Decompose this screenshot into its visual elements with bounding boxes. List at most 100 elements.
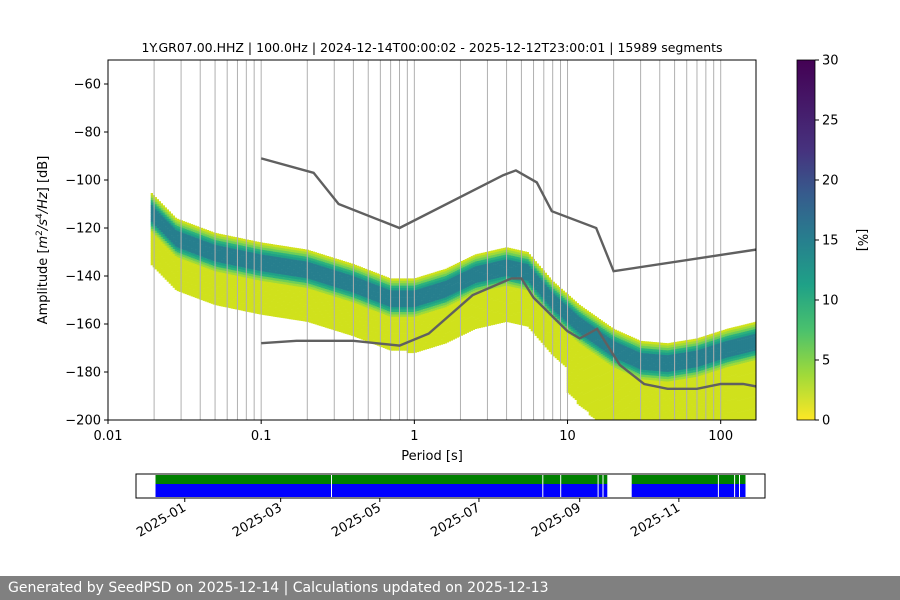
heatmap-cell [386,303,389,307]
heatmap-cell [170,280,173,284]
heatmap-cell [464,287,467,291]
heatmap-cell [174,251,177,254]
heatmap-cell [414,294,417,298]
heatmap-cell [238,297,241,301]
heatmap-cell [362,282,365,286]
heatmap-cell [246,297,249,300]
heatmap-cell [472,296,475,299]
heatmap-cell [310,253,313,257]
heatmap-cell [288,304,291,308]
heatmap-cell [402,290,405,294]
heatmap-cell [292,307,295,311]
heatmap-cell [226,259,229,263]
heatmap-cell [176,262,179,265]
heatmap-cell [350,304,353,307]
heatmap-cell [354,308,357,311]
heatmap-cell [408,338,411,342]
heatmap-cell [394,288,397,291]
heatmap-cell [350,316,353,319]
heatmap-cell [204,296,207,300]
heatmap-cell [378,305,381,309]
heatmap-cell [412,324,415,327]
heatmap-cell [300,270,303,273]
heatmap-cell [286,313,289,317]
heatmap-cell [464,290,467,293]
heatmap-cell [442,281,445,285]
heatmap-cell [448,281,451,284]
heatmap-cell [328,273,331,277]
heatmap-cell [308,279,311,282]
heatmap-cell [226,297,229,301]
heatmap-cell [336,266,339,269]
heatmap-cell [334,292,337,295]
heatmap-cell [206,239,209,243]
heatmap-cell [432,284,435,288]
heatmap-cell [188,240,191,243]
heatmap-cell [268,301,271,304]
heatmap-cell [272,292,275,296]
heatmap-cell [392,319,395,322]
heatmap-cell [394,338,397,342]
heatmap-cell [444,290,447,294]
heatmap-cell [320,280,323,284]
heatmap-cell [348,325,351,328]
heatmap-cell [192,260,195,264]
heatmap-cell [346,283,349,287]
heatmap-cell [260,312,263,315]
heatmap-cell [178,231,181,235]
heatmap-cell [356,270,359,274]
heatmap-cell [280,269,283,273]
heatmap-cell [390,288,393,291]
heatmap-cell [388,345,391,348]
heatmap-cell [346,329,349,333]
heatmap-cell [276,307,279,311]
heatmap-cell [182,285,185,289]
heatmap-cell [396,292,399,296]
heatmap-cell [256,277,259,281]
heatmap-cell [226,290,229,294]
heatmap-cell [242,260,245,264]
heatmap-cell [380,284,383,288]
heatmap-cell [164,245,167,249]
heatmap-cell [326,325,329,329]
heatmap-cell [420,314,423,318]
heatmap-cell [378,279,381,282]
heatmap-cell [310,303,313,307]
heatmap-cell [324,265,327,268]
heatmap-cell [222,261,225,264]
heatmap-cell [356,328,359,331]
heatmap-cell [154,201,157,205]
heatmap-cell [476,301,479,305]
heatmap-cell [344,312,347,315]
heatmap-cell [290,302,293,306]
heatmap-cell [382,314,385,317]
heatmap-cell [458,317,461,320]
heatmap-cell [400,331,403,334]
heatmap-cell [342,292,345,295]
heatmap-cell [280,286,283,290]
heatmap-cell [206,275,209,279]
heatmap-cell [178,260,181,264]
heatmap-cell [302,304,305,307]
heatmap-cell [468,276,471,279]
heatmap-cell [280,274,283,278]
heatmap-cell [330,307,333,311]
heatmap-cell [438,328,441,331]
heatmap-cell [190,274,193,278]
heatmap-cell [384,346,387,349]
heatmap-cell [172,268,175,271]
heatmap-cell [306,302,309,306]
heatmap-cell [348,322,351,326]
heatmap-cell [356,275,359,278]
heatmap-cell [436,302,439,306]
heatmap-cell [174,287,177,290]
heatmap-cell [234,239,237,243]
heatmap-cell [278,283,281,287]
heatmap-cell [360,296,363,299]
heatmap-cell [278,278,281,282]
heatmap-cell [418,288,421,292]
heatmap-cell [454,323,457,327]
heatmap-cell [180,287,183,291]
heatmap-cell [380,291,383,295]
heatmap-cell [162,238,165,242]
